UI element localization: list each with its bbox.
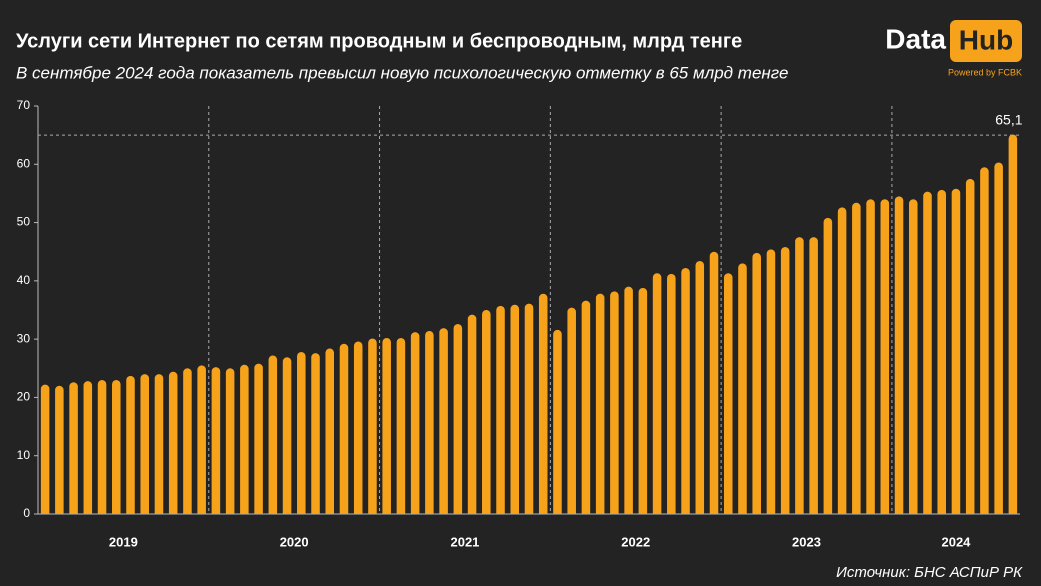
year-label: 2021 <box>450 534 479 549</box>
bar <box>467 314 477 514</box>
bar <box>709 251 719 514</box>
logo-tagline: Powered by FCBK <box>948 67 1022 77</box>
bar <box>595 293 605 514</box>
bar <box>197 365 206 514</box>
bar <box>368 338 377 514</box>
bar <box>126 375 135 514</box>
bar <box>894 196 904 514</box>
bar <box>282 357 292 514</box>
bar <box>852 202 861 515</box>
bar <box>382 337 391 514</box>
bar <box>211 367 221 514</box>
year-label: 2019 <box>109 534 138 549</box>
bar <box>268 355 278 514</box>
bar <box>311 353 320 514</box>
bar <box>1008 134 1018 514</box>
chart-subtitle: В сентябре 2024 года показатель превысил… <box>16 63 788 82</box>
bar <box>553 329 562 514</box>
bar <box>453 323 463 514</box>
logo-right: Hub <box>959 24 1013 55</box>
bar <box>937 189 946 515</box>
chart-title: Услуги сети Интернет по сетям проводным … <box>16 30 742 52</box>
bar <box>425 330 434 514</box>
year-label: 2024 <box>941 534 971 549</box>
bar <box>951 188 961 514</box>
y-tick-label: 0 <box>23 506 30 520</box>
bar <box>225 368 235 514</box>
bar <box>112 379 121 514</box>
logo-box <box>950 20 1022 62</box>
bar <box>837 207 847 514</box>
value-label: 65,1 <box>995 111 1022 127</box>
bar <box>538 293 548 514</box>
bar <box>908 199 918 514</box>
bar <box>97 379 107 514</box>
bar <box>880 199 890 514</box>
bar <box>482 310 491 514</box>
bar <box>55 385 64 514</box>
bar <box>396 337 406 514</box>
bar <box>738 263 747 514</box>
bar <box>40 384 50 514</box>
bar <box>780 247 790 514</box>
bar <box>325 348 335 514</box>
year-label: 2023 <box>792 534 821 549</box>
bar <box>510 304 520 514</box>
bar <box>353 341 363 514</box>
bar <box>297 351 306 514</box>
bar <box>667 273 676 514</box>
y-tick-label: 40 <box>17 273 31 287</box>
bar <box>809 237 818 514</box>
bar <box>140 374 150 514</box>
source: Источник: БНС АСПиР РК <box>836 564 1023 581</box>
bar <box>795 237 804 514</box>
y-tick-label: 60 <box>17 156 31 170</box>
bar <box>240 364 249 514</box>
bar <box>69 382 78 514</box>
bar <box>994 162 1003 515</box>
bar <box>183 368 192 514</box>
bar <box>766 249 776 514</box>
logo-left: Data <box>885 23 946 54</box>
bar <box>567 307 576 514</box>
bar <box>752 252 761 514</box>
bar <box>83 381 93 514</box>
bar <box>652 273 662 514</box>
bar <box>168 371 178 514</box>
y-tick-label: 70 <box>17 98 31 112</box>
y-tick-label: 50 <box>17 215 31 229</box>
bar <box>610 291 619 514</box>
y-tick-label: 30 <box>17 331 31 345</box>
bar <box>695 261 705 514</box>
bar <box>339 343 349 514</box>
bar <box>723 273 733 514</box>
bar <box>638 287 648 514</box>
year-label: 2020 <box>280 534 309 549</box>
bar <box>410 332 420 514</box>
bar <box>624 286 633 514</box>
bar <box>254 363 263 514</box>
bar <box>923 191 932 514</box>
bar <box>496 305 505 514</box>
bar <box>524 303 534 514</box>
bar <box>866 199 875 514</box>
bar <box>681 268 690 514</box>
bar <box>154 374 164 514</box>
y-tick-label: 20 <box>17 390 31 404</box>
y-tick-label: 10 <box>17 448 31 462</box>
year-label: 2022 <box>621 534 650 549</box>
bar <box>439 328 448 514</box>
bar <box>980 167 989 515</box>
bar <box>823 217 833 515</box>
bar <box>581 300 591 514</box>
bar <box>965 178 975 514</box>
